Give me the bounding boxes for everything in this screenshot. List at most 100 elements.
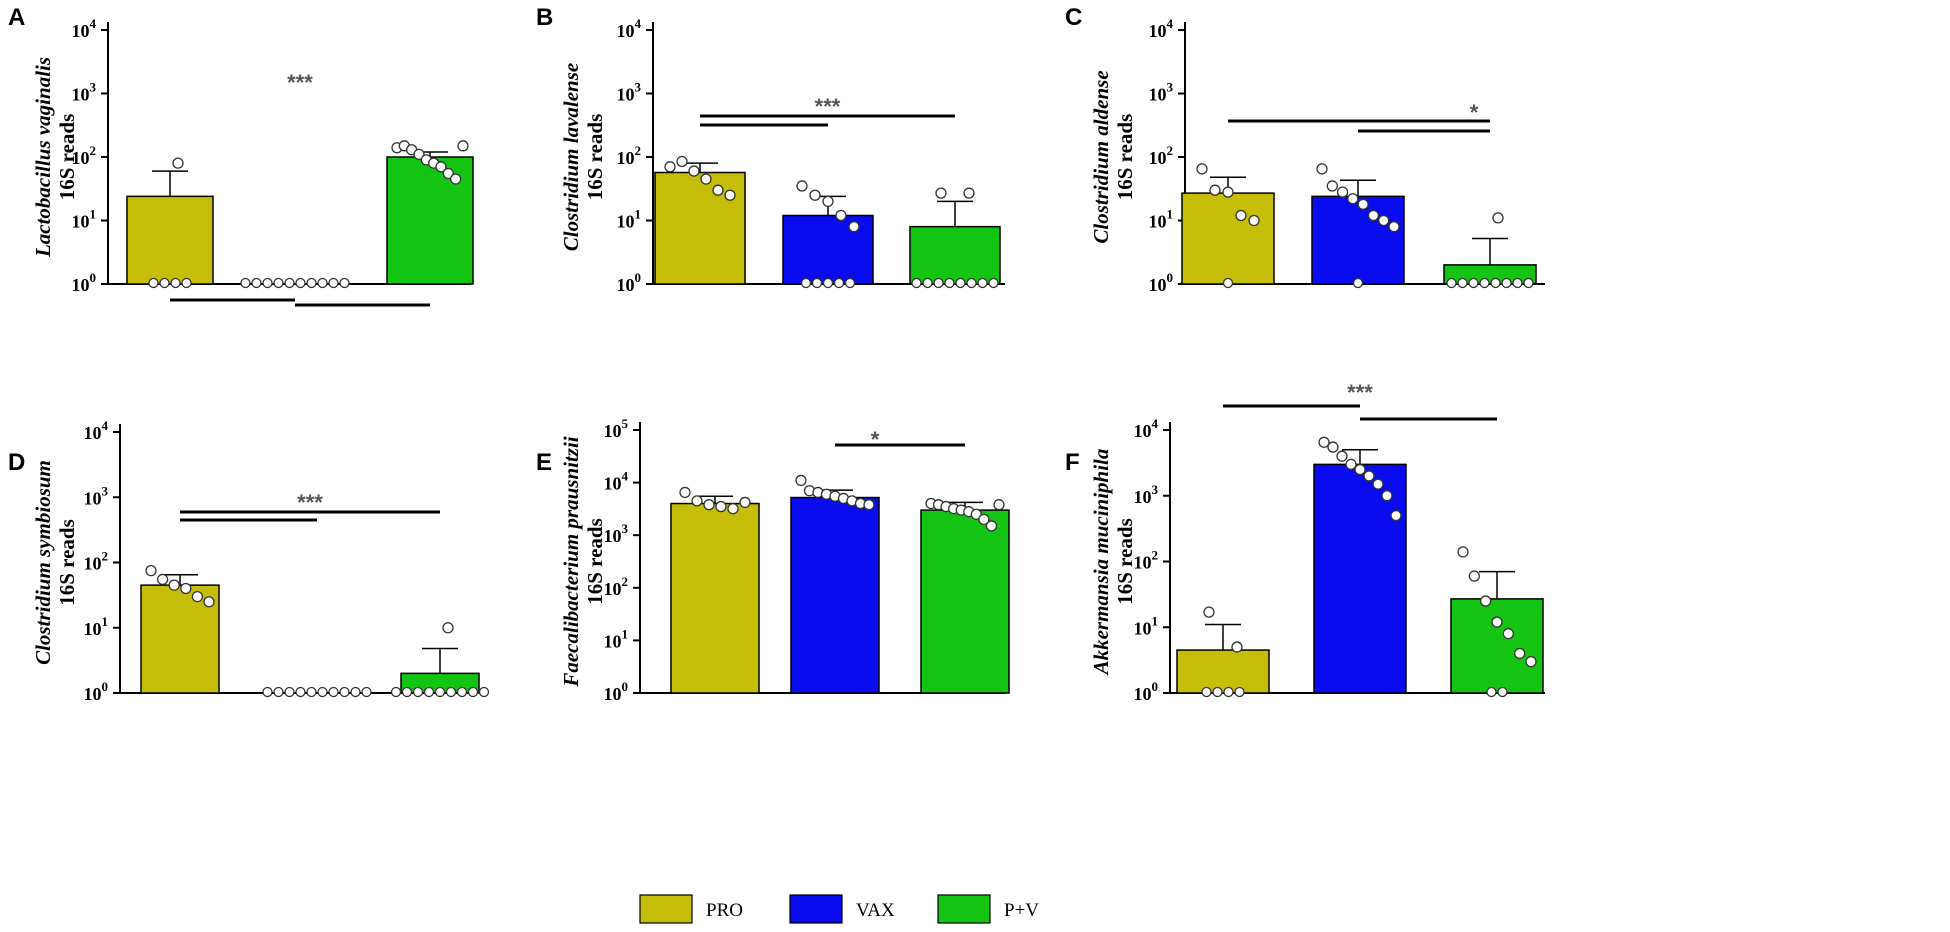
data-point [1363, 470, 1375, 482]
significance-stars: *** [297, 490, 323, 515]
y-axis-label: Faecalibacterium prausnitzii16S reads [559, 436, 607, 687]
y-tick-label: 104 [84, 418, 109, 443]
tick-exponent: 1 [622, 626, 629, 641]
y-tick-label: 101 [72, 207, 97, 232]
data-point [284, 686, 295, 698]
panel-label: C [1065, 4, 1082, 31]
data-point [442, 622, 454, 634]
tick-base: 10 [1149, 85, 1167, 105]
tick-exponent: 3 [102, 483, 109, 498]
tick-exponent: 3 [635, 80, 642, 95]
significance-stars: * [1470, 100, 1479, 125]
significance-stars: *** [815, 94, 841, 119]
y-tick-label: 104 [604, 469, 629, 494]
data-point [170, 277, 181, 289]
bar-VAX [790, 496, 880, 694]
y-axis-unit: 16S reads [583, 114, 607, 201]
tick-base: 10 [617, 275, 635, 295]
tick-base: 10 [1149, 275, 1167, 295]
data-point [809, 189, 821, 201]
data-point [978, 513, 990, 526]
data-point [811, 277, 823, 289]
y-tick-label: 104 [1149, 16, 1174, 41]
tick-base: 10 [1134, 487, 1152, 507]
y-tick-label: 101 [604, 626, 629, 651]
data-point [1203, 606, 1215, 618]
tick-exponent: 0 [90, 270, 97, 285]
data-point [822, 195, 834, 208]
y-axis-label: Clostridium lavalense16S reads [559, 63, 607, 251]
data-point [180, 582, 192, 595]
data-point [1326, 180, 1338, 192]
y-tick-label: 104 [1134, 416, 1159, 441]
data-point [317, 277, 328, 289]
data-point [262, 686, 273, 698]
y-axis-unit: 16S reads [55, 114, 79, 201]
tick-base: 10 [72, 275, 90, 295]
y-tick-label: 104 [617, 16, 642, 41]
y-tick-label: 102 [84, 549, 109, 574]
legend-swatch-P+V [937, 894, 991, 924]
y-tick-label: 100 [72, 270, 97, 295]
data-point [1490, 277, 1501, 289]
tick-exponent: 3 [622, 521, 629, 536]
tick-exponent: 3 [90, 80, 97, 95]
data-point [1381, 490, 1393, 502]
panel-label: E [536, 449, 552, 476]
tick-exponent: 3 [1167, 80, 1174, 95]
data-point [703, 499, 715, 511]
data-point [1318, 436, 1330, 448]
panel-F: F Akkermansia muciniphila16S reads1001011… [1065, 380, 1545, 704]
data-point [145, 565, 157, 577]
y-axis-species: Clostridium symbiosum [31, 460, 55, 665]
data-point [993, 499, 1005, 511]
tick-exponent: 1 [102, 614, 109, 629]
data-point [435, 161, 447, 173]
data-point [1492, 212, 1504, 224]
tick-base: 10 [84, 619, 102, 639]
data-point [172, 157, 184, 169]
data-point [963, 187, 975, 199]
data-point [156, 573, 169, 586]
data-point [273, 277, 284, 289]
data-point [413, 148, 425, 161]
data-point [450, 173, 462, 185]
data-point [434, 686, 446, 698]
data-point [401, 686, 413, 698]
y-tick-label: 103 [604, 521, 629, 546]
data-point [700, 173, 712, 185]
data-point [1479, 277, 1490, 289]
tick-exponent: 1 [1167, 207, 1174, 222]
y-axis-unit: 16S reads [1113, 114, 1137, 201]
data-point [191, 590, 204, 603]
data-point [1486, 686, 1497, 698]
y-tick-label: 102 [1134, 548, 1159, 573]
tick-base: 10 [617, 85, 635, 105]
data-point [1357, 198, 1369, 210]
bar-VAX [1311, 195, 1405, 285]
data-point [478, 686, 490, 698]
y-tick-label: 100 [84, 679, 109, 704]
tick-exponent: 0 [622, 679, 629, 694]
panel-label: D [8, 449, 25, 476]
tick-base: 10 [1134, 684, 1152, 704]
tick-base: 10 [84, 423, 102, 443]
data-point [1235, 209, 1247, 222]
y-axis-species: Lactobacillus vaginalis [31, 57, 55, 258]
y-tick-label: 103 [617, 80, 642, 105]
y-axis-species: Clostridium aldense [1089, 70, 1113, 243]
data-point [251, 277, 262, 289]
tick-exponent: 4 [102, 418, 109, 433]
data-point [350, 686, 361, 698]
y-axis-label: Clostridium symbiosum16S reads [31, 460, 79, 665]
tick-base: 10 [1134, 553, 1152, 573]
data-point [844, 277, 856, 289]
y-tick-label: 102 [617, 143, 642, 168]
tick-base: 10 [604, 684, 622, 704]
data-point [1222, 277, 1234, 289]
data-point [1354, 463, 1366, 476]
data-point [1468, 277, 1479, 289]
